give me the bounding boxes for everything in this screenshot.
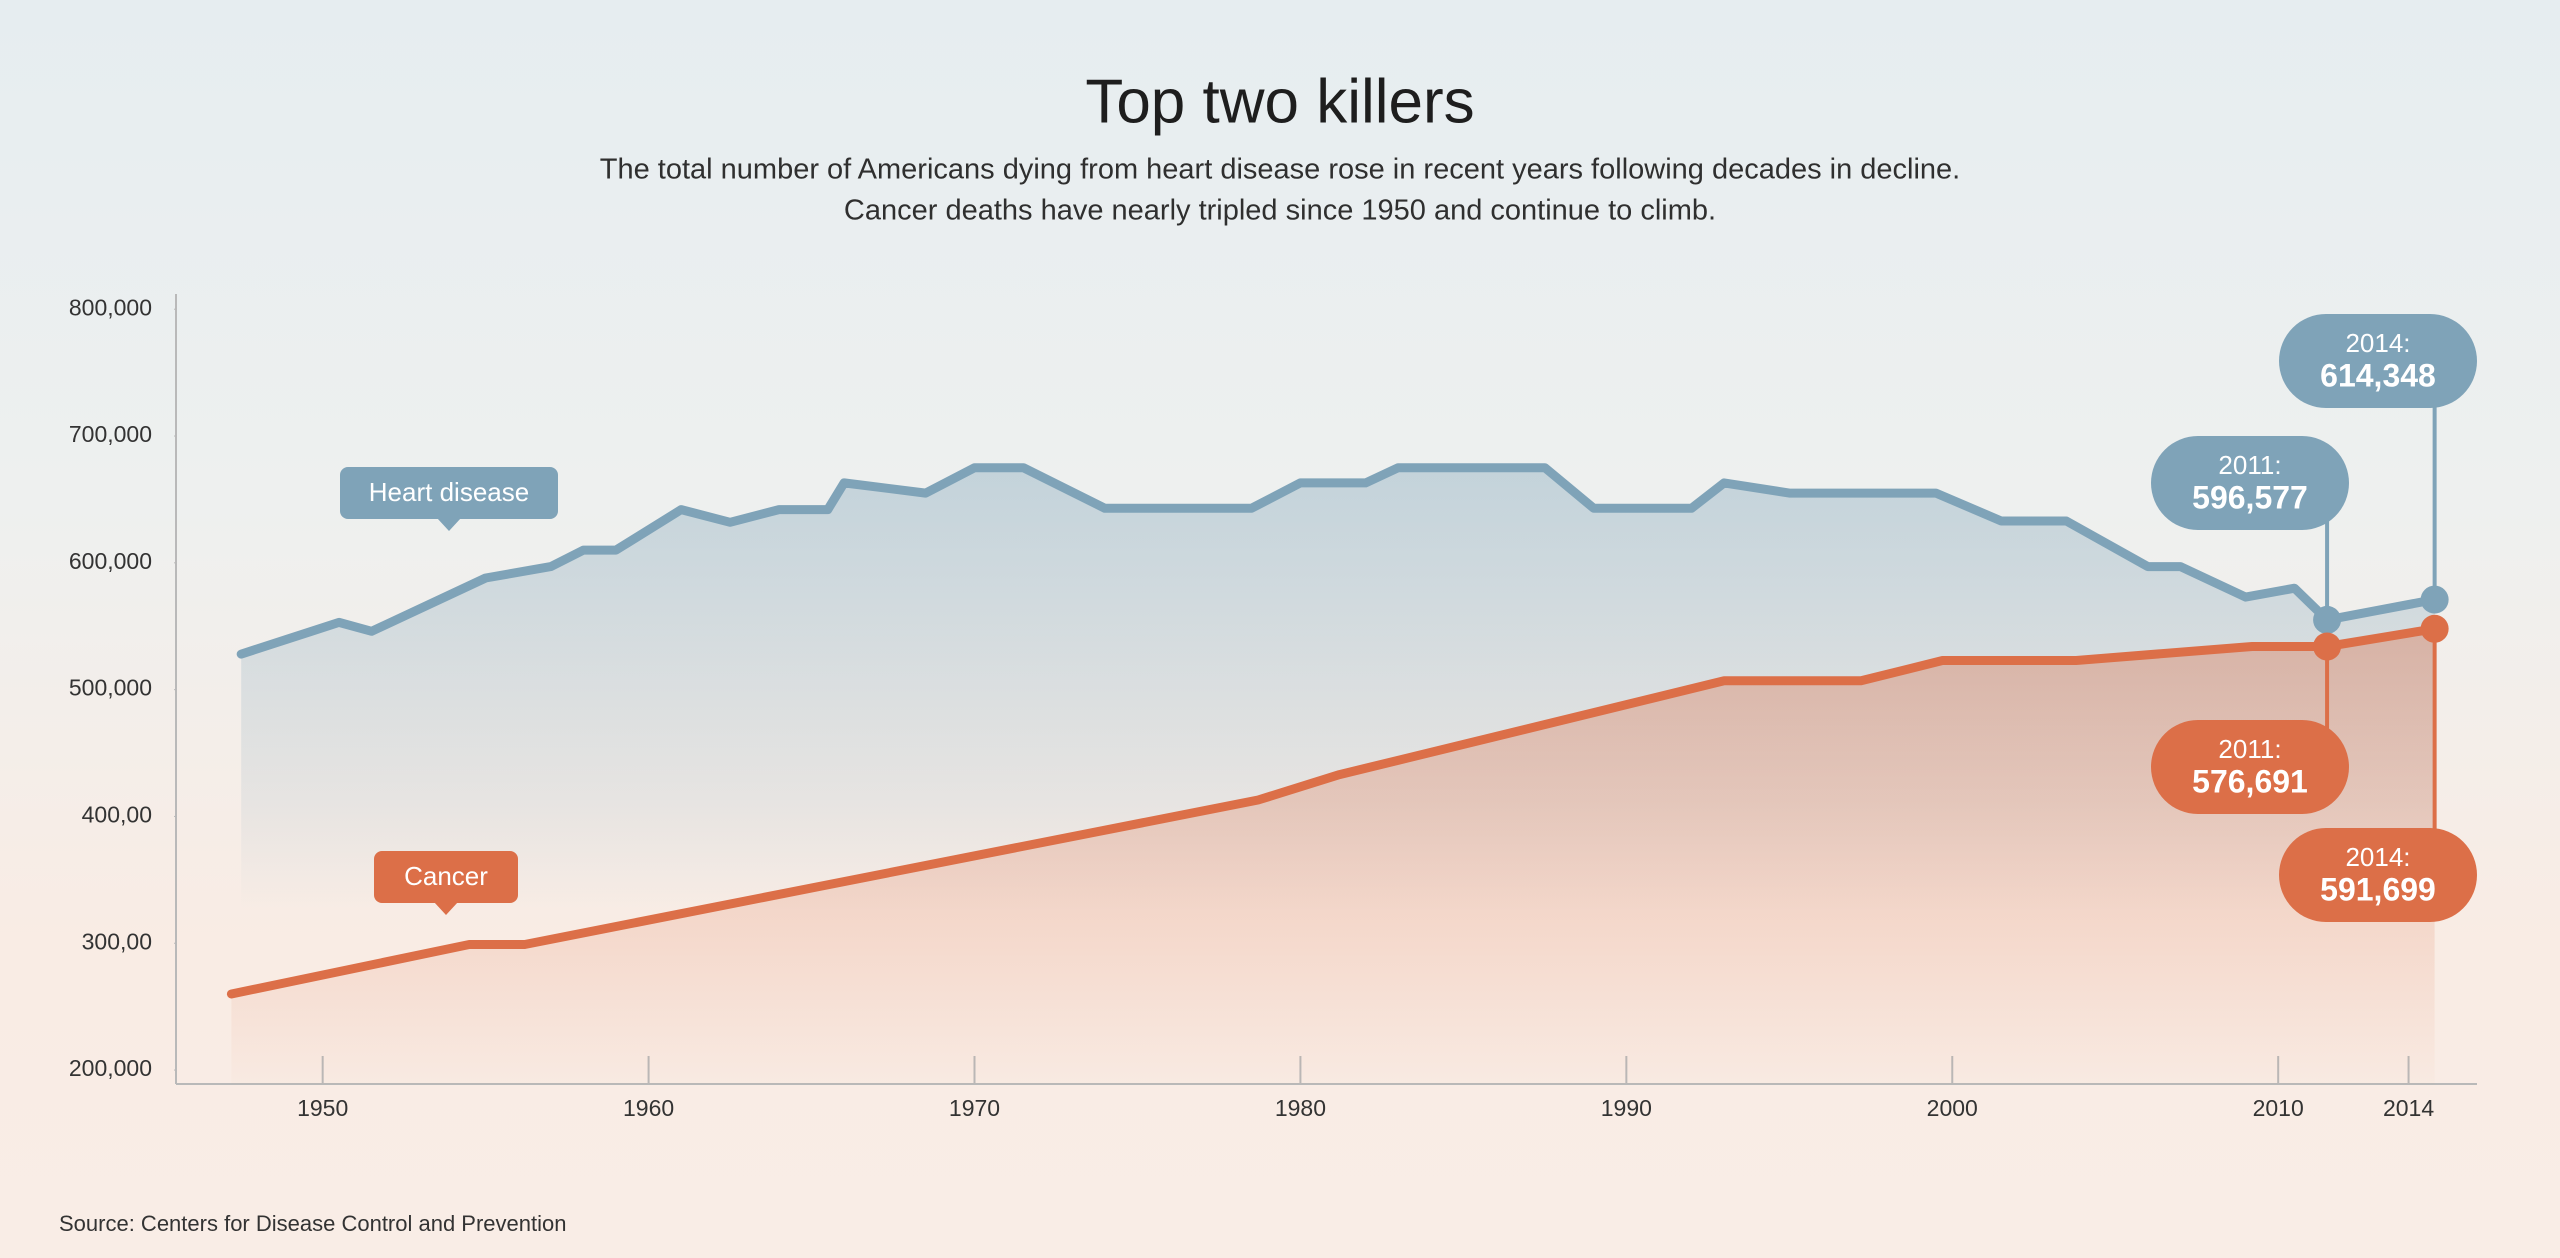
data-point <box>2420 614 2449 643</box>
y-tick-label: 400,00 <box>82 802 152 828</box>
callout-label: 2014: <box>2345 328 2410 358</box>
series-label-pointer <box>434 902 458 915</box>
series-label-box <box>374 851 518 903</box>
x-tick-label: 1960 <box>623 1095 674 1121</box>
callout-value: 614,348 <box>2320 357 2436 393</box>
data-point <box>2313 605 2342 634</box>
legend-label: Heart disease <box>369 477 529 507</box>
legend-label: Cancer <box>404 861 488 891</box>
x-tick-label: 2000 <box>1927 1095 1978 1121</box>
callout-box <box>2279 314 2477 408</box>
source-note: Source: Centers for Disease Control and … <box>59 1211 566 1236</box>
chart-subtitle: Cancer deaths have nearly tripled since … <box>844 195 1716 227</box>
series-label-pointer <box>437 518 461 531</box>
y-tick-label: 200,000 <box>69 1055 152 1081</box>
data-point <box>2313 632 2342 661</box>
x-tick-label: 1980 <box>1275 1095 1326 1121</box>
callout-label: 2011: <box>2218 734 2281 764</box>
y-tick-label: 600,000 <box>69 548 152 574</box>
y-tick-label: 300,00 <box>82 928 152 954</box>
callout-value: 591,699 <box>2320 871 2436 907</box>
callout-label: 2011: <box>2218 450 2281 480</box>
callout-value: 576,691 <box>2192 763 2308 799</box>
x-tick-label: 2014 <box>2383 1095 2434 1121</box>
callout-value: 596,577 <box>2192 479 2308 515</box>
callout-box <box>2279 828 2477 922</box>
y-tick-label: 800,000 <box>69 294 152 320</box>
chart-title: Top two killers <box>1085 67 1474 136</box>
y-tick-label: 700,000 <box>69 421 152 447</box>
data-point <box>2420 585 2449 614</box>
callout-box <box>2151 720 2349 814</box>
series-label-box <box>340 467 558 519</box>
x-tick-label: 1990 <box>1601 1095 1652 1121</box>
series-line <box>226 624 2440 999</box>
callout-label: 2014: <box>2345 842 2410 872</box>
series-area <box>231 628 2435 1084</box>
series-line <box>236 463 2440 659</box>
callout-box <box>2151 436 2349 530</box>
chart-subtitle: The total number of Americans dying from… <box>600 154 1961 186</box>
x-tick-label: 2010 <box>2253 1095 2304 1121</box>
y-tick-label: 500,000 <box>69 675 152 701</box>
x-tick-label: 1970 <box>949 1095 1000 1121</box>
x-tick-label: 1950 <box>297 1095 348 1121</box>
